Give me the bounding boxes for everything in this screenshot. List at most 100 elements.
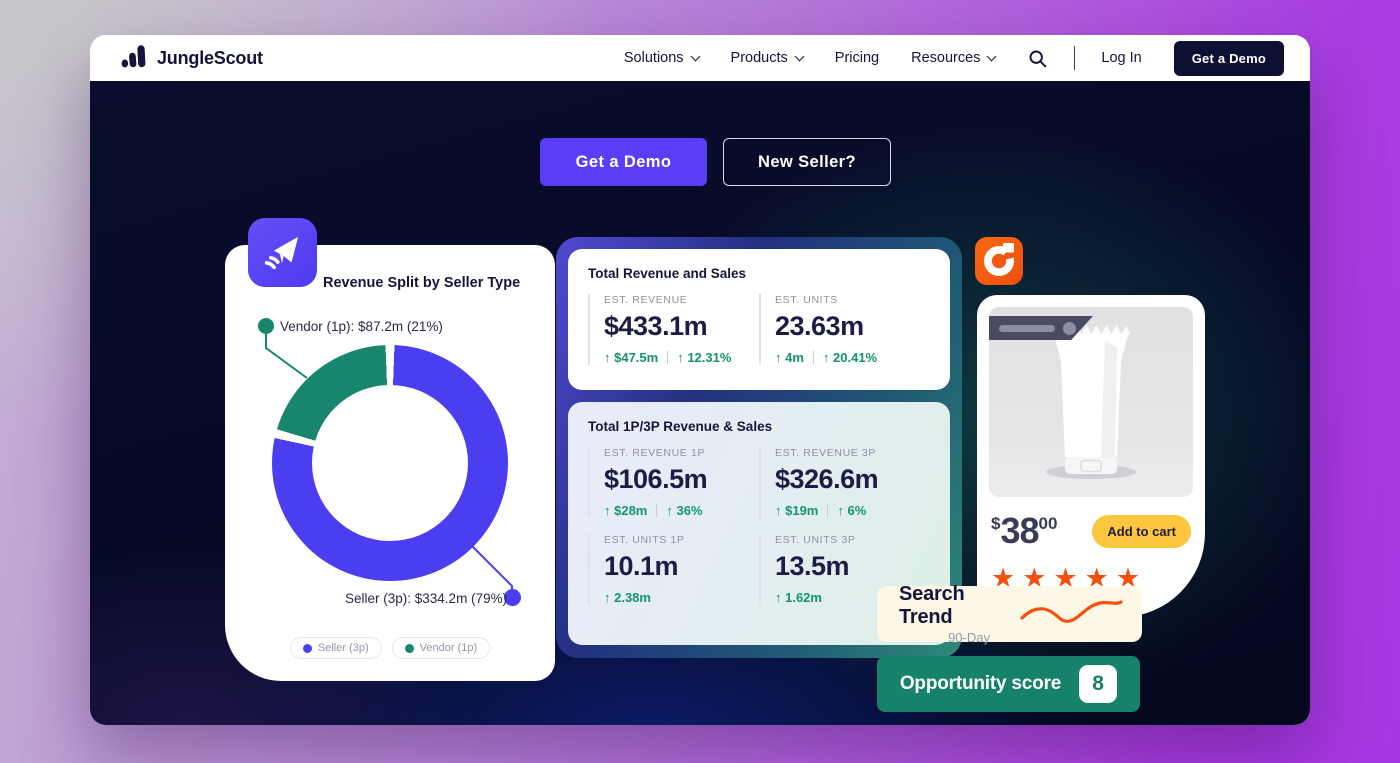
cobalt-app-icon — [248, 218, 317, 287]
donut-hole — [312, 385, 468, 541]
delta-percent: ↑ 6% — [837, 503, 867, 518]
search-trend-card: Search Trend 90-Day — [877, 583, 1142, 645]
delta-value: ↑ 1.62m — [775, 590, 822, 605]
hero-get-demo-button[interactable]: Get a Demo — [540, 138, 707, 186]
delta-divider — [656, 504, 658, 517]
price-cents: 00 — [1038, 514, 1058, 533]
price-currency: $ — [991, 514, 1001, 533]
metric-value: $433.1m — [604, 311, 708, 341]
legend-pill-seller: Seller (3p) — [289, 637, 382, 659]
metric-est-revenue: EST. REVENUE $433.1m ↑ $47.5m ↑ 12.31% — [588, 294, 759, 365]
seller-callout-label: Seller (3p): $334.2m (79%) — [345, 591, 508, 606]
delta-value: ↑ 2.38m — [604, 590, 651, 605]
split-revenue-card: Total 1P/3P Revenue & Sales EST. REVENUE… — [568, 402, 950, 645]
metric-value: 23.63m — [775, 311, 864, 341]
url-bar-icon — [999, 325, 1055, 332]
chevron-down-icon — [690, 51, 700, 61]
delta-divider — [827, 504, 829, 517]
metric-est-units-3p: EST. UNITS 3P 13.5m ↑ 1.62m — [759, 534, 930, 605]
nav-item-products[interactable]: Products — [730, 50, 805, 66]
chevron-down-icon — [986, 51, 997, 61]
metric-label: EST. REVENUE 3P — [775, 447, 877, 459]
extension-app-icon — [975, 237, 1023, 285]
price-row: $ 38 00 Add to cart — [989, 513, 1193, 549]
delta-value: ↑ 4m — [775, 350, 804, 365]
delta-divider — [812, 351, 814, 364]
card-title: Total Revenue and Sales — [588, 266, 747, 281]
delta-percent: ↑ 20.41% — [822, 350, 878, 365]
hero-new-seller-button[interactable]: New Seller? — [723, 138, 891, 186]
metric-est-units: EST. UNITS 23.63m ↑ 4m ↑ 20.41% — [759, 294, 930, 365]
metric-est-units-1p: EST. UNITS 1P 10.1m ↑ 2.38m — [588, 534, 759, 605]
revenue-split-card: Revenue Split by Seller Type Vendor (1p)… — [225, 245, 555, 681]
legend-dot-vendor — [404, 643, 414, 653]
donut-ring — [272, 345, 508, 581]
search-trend-text: Search Trend 90-Day — [899, 583, 998, 645]
junglescout-logo-icon — [120, 41, 148, 76]
metric-label: EST. UNITS 1P — [604, 534, 685, 546]
paper-plane-icon — [262, 229, 304, 276]
metric-grid: EST. REVENUE 1P $106.5m ↑ $28m ↑ 36% EST… — [588, 447, 930, 621]
legend-label: Vendor (1p) — [419, 642, 478, 654]
metric-est-revenue-1p: EST. REVENUE 1P $106.5m ↑ $28m ↑ 36% — [588, 447, 759, 518]
search-trend-title: Search Trend — [899, 583, 965, 628]
nav-get-demo-button[interactable]: Get a Demo — [1173, 40, 1284, 76]
opportunity-score-value: 8 — [1079, 665, 1118, 703]
opportunity-score-card: Opportunity score 8 — [877, 656, 1140, 712]
hero-section: Get a Demo New Seller? Revenue Split by … — [90, 81, 1310, 725]
browser-window: JungleScout Solutions Products Pricing R… — [90, 35, 1310, 725]
nav-item-label: Pricing — [834, 50, 880, 66]
nav-menu: Solutions Products Pricing Resources — [624, 40, 1284, 76]
nav-item-solutions[interactable]: Solutions — [624, 50, 700, 66]
add-to-cart-button: Add to cart — [1092, 514, 1191, 548]
legend-dot-seller — [302, 643, 312, 653]
search-icon[interactable] — [1027, 48, 1048, 69]
login-link[interactable]: Log In — [1101, 50, 1141, 66]
product-tube-image — [989, 325, 1193, 497]
brand-name: JungleScout — [157, 47, 263, 68]
price-dollars: 38 — [1000, 510, 1039, 551]
metric-label: EST. REVENUE — [604, 294, 688, 306]
donut-legend: Seller (3p) Vendor (1p) — [225, 637, 555, 659]
card-title: Total 1P/3P Revenue & Sales — [588, 419, 773, 434]
metric-value: $326.6m — [775, 464, 879, 494]
nav-divider — [1074, 46, 1076, 70]
metric-label: EST. REVENUE 1P — [604, 447, 706, 459]
delta-value: ↑ $28m — [604, 503, 648, 518]
delta-percent: ↑ 12.31% — [677, 350, 732, 365]
product-card: $ 38 00 Add to cart ★★★★★ — [977, 295, 1205, 617]
metric-est-revenue-3p: EST. REVENUE 3P $326.6m ↑ $19m ↑ 6% — [759, 447, 930, 518]
vendor-callout-label: Vendor (1p): $87.2m (21%) — [280, 319, 443, 334]
metric-value: 10.1m — [604, 551, 679, 581]
delta-divider — [667, 351, 669, 364]
total-revenue-card: Total Revenue and Sales EST. REVENUE $43… — [568, 249, 950, 390]
brand-logo[interactable]: JungleScout — [120, 41, 263, 76]
seller-callout-dot — [504, 589, 521, 606]
product-price: $ 38 00 — [991, 513, 1057, 549]
opportunity-label: Opportunity score — [899, 673, 1062, 694]
metric-value: $106.5m — [604, 464, 708, 494]
nav-item-label: Resources — [911, 50, 981, 66]
delta-percent: ↑ 36% — [666, 503, 703, 518]
login-label: Log In — [1101, 50, 1142, 66]
delta-value: ↑ $47.5m — [604, 350, 659, 365]
product-image — [989, 307, 1193, 497]
nav-item-resources[interactable]: Resources — [911, 50, 997, 66]
trend-sparkline-icon — [1016, 594, 1126, 635]
metric-label: EST. UNITS 3P — [775, 534, 856, 546]
legend-label: Seller (3p) — [317, 642, 369, 654]
extension-logo-icon — [975, 235, 1023, 288]
donut-chart-title: Revenue Split by Seller Type — [323, 275, 521, 291]
navbar: JungleScout Solutions Products Pricing R… — [90, 35, 1310, 81]
vendor-callout-dot — [258, 318, 274, 334]
chevron-down-icon — [794, 51, 805, 61]
metric-grid: EST. REVENUE $433.1m ↑ $47.5m ↑ 12.31% E… — [588, 294, 930, 381]
legend-pill-vendor: Vendor (1p) — [391, 637, 491, 659]
metric-value: 13.5m — [775, 551, 850, 581]
avatar-dot-icon — [1063, 322, 1076, 335]
metric-label: EST. UNITS — [775, 294, 838, 306]
nav-item-pricing[interactable]: Pricing — [835, 50, 879, 66]
search-trend-subtitle: 90-Day — [948, 630, 990, 645]
nav-item-label: Products — [730, 50, 788, 66]
